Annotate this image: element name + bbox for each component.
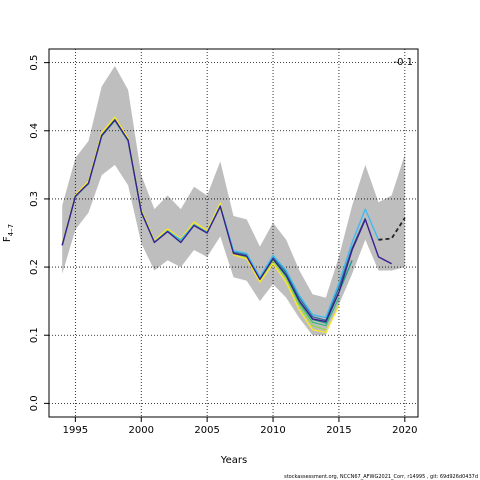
y-tick-label-5: 0.5 bbox=[29, 55, 40, 71]
y-tick-label-4: 0.4 bbox=[29, 123, 40, 139]
series-line-6 bbox=[61, 119, 392, 323]
x-tick-label-1: 2000 bbox=[129, 425, 154, 436]
x-tick-label-5: 2020 bbox=[392, 425, 417, 436]
y-axis-title: F4–7 bbox=[2, 224, 15, 242]
x-tick-label-0: 1995 bbox=[63, 425, 88, 436]
x-tick-label-2: 2005 bbox=[194, 425, 219, 436]
y-tick-label-1: 0.1 bbox=[29, 327, 40, 343]
confidence-band bbox=[62, 66, 405, 336]
x-tick-label-3: 2010 bbox=[260, 425, 285, 436]
y-tick-label-3: 0.3 bbox=[29, 191, 40, 207]
y-tick-label-2: 0.2 bbox=[29, 259, 40, 275]
y-axis-title-main: F bbox=[2, 236, 13, 242]
footer-note: stockassessment.org, NCCN67_AFWG2021_Cor… bbox=[284, 474, 478, 480]
x-axis-title: Years bbox=[220, 455, 247, 466]
series-line-2 bbox=[61, 117, 326, 331]
plot-frame bbox=[48, 48, 419, 418]
series-line-7 bbox=[378, 217, 406, 241]
series-line-3 bbox=[61, 116, 340, 334]
x-tick-label-4: 2015 bbox=[326, 425, 351, 436]
corner-label: -0.1 bbox=[393, 57, 413, 68]
y-axis-title-subscript: 4–7 bbox=[7, 224, 15, 236]
y-tick-label-0: 0.0 bbox=[29, 395, 40, 411]
